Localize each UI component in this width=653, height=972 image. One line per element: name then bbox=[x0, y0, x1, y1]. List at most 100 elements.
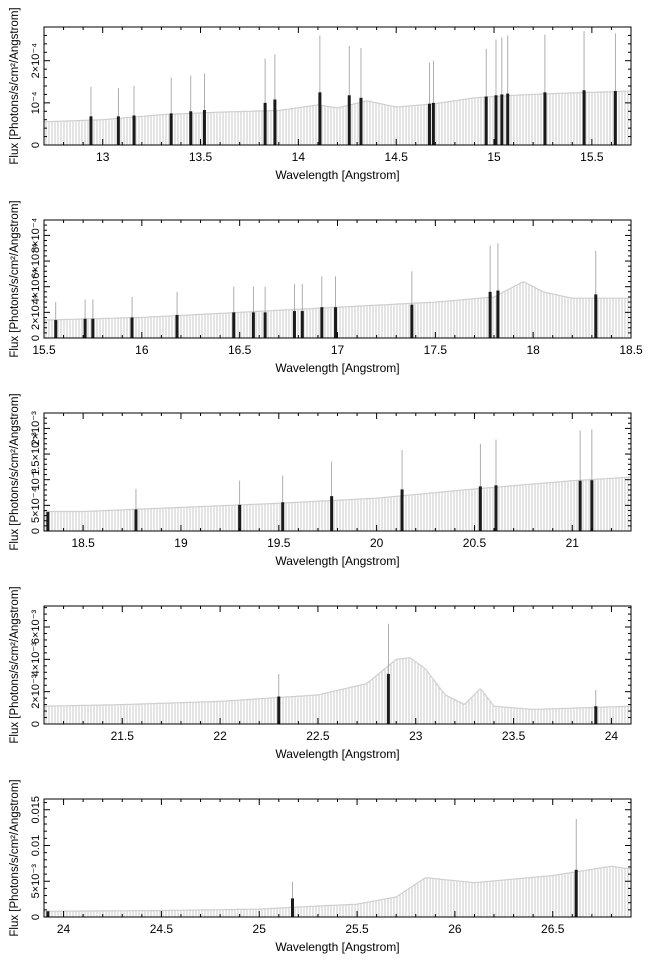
emission-line-bar bbox=[594, 706, 598, 724]
y-axis-label: Flux [Photons/s/cm²/Angstrom] bbox=[9, 200, 21, 357]
emission-line-bar bbox=[251, 312, 255, 338]
spectrum-panel: 24 24.5 25 25.5 26 26.5 0 5×10⁻³ 0.01 0.015 Wavele… bbox=[9, 779, 632, 954]
emission-line-bar bbox=[54, 320, 58, 338]
x-tick-label: 18.5 bbox=[619, 343, 643, 357]
x-tick-label: 25 bbox=[253, 922, 267, 936]
emission-line-bar bbox=[330, 496, 334, 531]
y-tick-label: 5×10⁻⁴ bbox=[30, 487, 42, 523]
emission-line-bar bbox=[484, 96, 488, 145]
x-tick-label: 17.5 bbox=[424, 343, 448, 357]
emission-line-bar bbox=[189, 111, 193, 145]
emission-line-bar bbox=[359, 97, 363, 145]
continuum-model bbox=[43, 90, 631, 145]
emission-line-bar bbox=[478, 486, 482, 531]
emission-line-bar bbox=[232, 312, 236, 338]
y-tick-label: 1.5×10⁻³ bbox=[30, 432, 42, 476]
emission-line-bar bbox=[290, 898, 294, 917]
x-axis-label: Wavelength [Angstrom] bbox=[275, 554, 399, 568]
y-tick-label: 6×10⁻³ bbox=[30, 610, 42, 645]
emission-line-bar bbox=[116, 116, 120, 145]
y-tick-label: 0 bbox=[30, 721, 42, 727]
emission-line-bar bbox=[574, 869, 578, 917]
emission-line-bar bbox=[543, 92, 547, 145]
x-tick-label: 22.5 bbox=[306, 729, 330, 743]
emission-line-bar bbox=[89, 116, 93, 145]
emission-line-bar bbox=[496, 290, 500, 338]
x-tick-label: 24 bbox=[605, 729, 619, 743]
emission-line-bar bbox=[582, 90, 586, 145]
emission-line-bar bbox=[46, 512, 50, 531]
x-tick-label: 24 bbox=[57, 922, 71, 936]
x-tick-label: 23.5 bbox=[502, 729, 526, 743]
emission-line-bar bbox=[400, 489, 404, 531]
emission-line-bar bbox=[494, 485, 498, 531]
emission-line-bar bbox=[134, 509, 138, 531]
x-tick-label: 15 bbox=[487, 150, 501, 164]
y-axis-label: Flux [Photons/s/cm²/Angstrom] bbox=[9, 586, 21, 743]
emission-line-bar bbox=[334, 307, 338, 338]
emission-line-bar bbox=[238, 504, 242, 531]
continuum-envelope bbox=[44, 865, 631, 912]
x-tick-label: 25.5 bbox=[345, 922, 369, 936]
x-tick-label: 18.5 bbox=[71, 536, 95, 550]
y-tick-label: 2×10⁻³ bbox=[30, 411, 42, 446]
y-tick-label: 10⁻³ bbox=[30, 469, 42, 491]
emission-line-bar bbox=[578, 480, 582, 531]
x-tick-label: 15.5 bbox=[32, 343, 56, 357]
emission-line-bar bbox=[292, 311, 296, 338]
y-tick-label: 5×10⁻³ bbox=[30, 864, 42, 899]
y-tick-label: 0 bbox=[30, 142, 42, 148]
x-tick-label: 20.5 bbox=[463, 536, 487, 550]
emission-line-bar bbox=[427, 103, 431, 145]
plot-frame bbox=[43, 26, 632, 146]
plot-frame bbox=[43, 412, 632, 532]
emission-line-bar bbox=[202, 110, 206, 145]
emission-line-bar bbox=[263, 102, 267, 145]
x-axis-label: Wavelength [Angstrom] bbox=[275, 747, 399, 761]
spectrum-panel: 18.5 19 19.5 20 20.5 21 0 5×10⁻⁴10⁻³1.5×10⁻³2×1… bbox=[9, 393, 632, 568]
x-tick-label: 23 bbox=[409, 729, 423, 743]
emission-line-bar bbox=[83, 318, 87, 338]
emission-line-bar bbox=[273, 99, 277, 145]
spectrum-panel: 13 13.5 14 14.5 15 15.5 0 10⁻⁴ 2×10⁻⁴ Wavelength … bbox=[9, 7, 632, 182]
emission-line-bar bbox=[488, 291, 492, 338]
y-tick-label: 6×10⁻⁴ bbox=[30, 243, 42, 279]
emission-line-bar bbox=[431, 102, 435, 145]
x-tick-label: 26.5 bbox=[541, 922, 565, 936]
continuum-envelope bbox=[44, 476, 631, 513]
continuum-model bbox=[44, 476, 631, 531]
y-tick-label: 0 bbox=[30, 914, 42, 920]
plot-frame bbox=[43, 798, 632, 918]
emission-line-bar bbox=[410, 304, 414, 338]
x-tick-label: 24.5 bbox=[150, 922, 174, 936]
spectrum-panel: 21.5 22 22.5 23 23.5 24 0 2×10⁻³4×10⁻³6×10⁻³ Wav… bbox=[9, 586, 632, 761]
emission-line-bar bbox=[175, 314, 179, 338]
x-tick-label: 13 bbox=[96, 150, 110, 164]
y-tick-label: 0 bbox=[30, 335, 42, 341]
x-tick-label: 21 bbox=[566, 536, 580, 550]
y-axis-label: Flux [Photons/s/cm²/Angstrom] bbox=[9, 7, 21, 164]
y-tick-label: 0.015 bbox=[30, 796, 42, 824]
continuum-model bbox=[44, 865, 631, 917]
y-tick-label: 2×10⁻⁴ bbox=[30, 294, 42, 330]
x-tick-label: 16 bbox=[135, 343, 149, 357]
y-tick-label: 2×10⁻⁴ bbox=[30, 43, 42, 79]
emission-line-bar bbox=[506, 93, 510, 145]
emission-line-bar bbox=[46, 911, 50, 917]
plot-frame bbox=[43, 605, 632, 725]
x-tick-label: 14 bbox=[292, 150, 306, 164]
y-tick-label: 8×10⁻⁴ bbox=[30, 217, 42, 253]
continuum-envelope bbox=[43, 90, 631, 123]
x-tick-label: 13.5 bbox=[189, 150, 213, 164]
x-tick-label: 20 bbox=[370, 536, 384, 550]
y-tick-label: 0 bbox=[30, 528, 42, 534]
x-tick-label: 16.5 bbox=[228, 343, 252, 357]
emission-line-bar bbox=[386, 673, 390, 724]
y-axis-label: Flux [Photons/s/cm²/Angstrom] bbox=[9, 393, 21, 550]
emission-line-bar bbox=[132, 115, 136, 145]
emission-line-bar bbox=[130, 317, 134, 338]
y-tick-label: 0.01 bbox=[30, 835, 42, 856]
y-tick-label: 4×10⁻⁴ bbox=[30, 269, 42, 305]
x-tick-label: 18 bbox=[526, 343, 540, 357]
